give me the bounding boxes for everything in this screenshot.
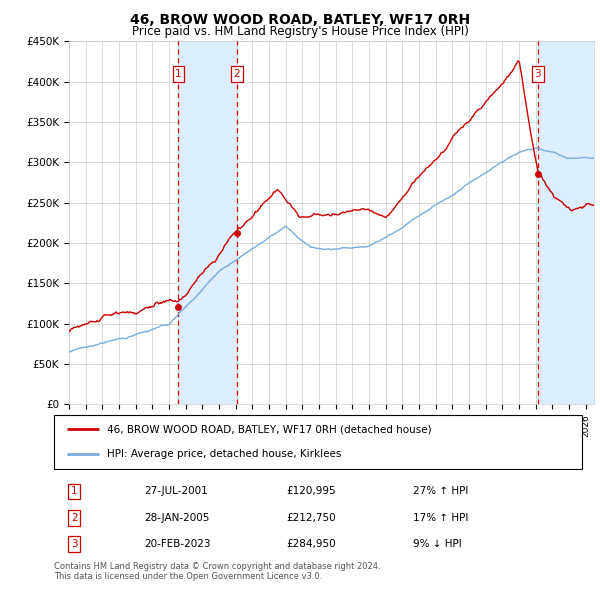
Text: 27% ↑ HPI: 27% ↑ HPI bbox=[413, 486, 469, 496]
Text: 20-FEB-2023: 20-FEB-2023 bbox=[144, 539, 210, 549]
Text: 1: 1 bbox=[71, 486, 77, 496]
Bar bbox=[178, 41, 237, 404]
FancyBboxPatch shape bbox=[54, 415, 582, 469]
Text: 27-JUL-2001: 27-JUL-2001 bbox=[144, 486, 208, 496]
Text: Price paid vs. HM Land Registry's House Price Index (HPI): Price paid vs. HM Land Registry's House … bbox=[131, 25, 469, 38]
Text: £212,750: £212,750 bbox=[286, 513, 336, 523]
Text: 2: 2 bbox=[71, 513, 77, 523]
Text: HPI: Average price, detached house, Kirklees: HPI: Average price, detached house, Kirk… bbox=[107, 450, 341, 460]
Text: £120,995: £120,995 bbox=[286, 486, 336, 496]
Text: 17% ↑ HPI: 17% ↑ HPI bbox=[413, 513, 469, 523]
Text: 46, BROW WOOD ROAD, BATLEY, WF17 0RH (detached house): 46, BROW WOOD ROAD, BATLEY, WF17 0RH (de… bbox=[107, 424, 431, 434]
Text: 28-JAN-2005: 28-JAN-2005 bbox=[144, 513, 209, 523]
Text: 46, BROW WOOD ROAD, BATLEY, WF17 0RH: 46, BROW WOOD ROAD, BATLEY, WF17 0RH bbox=[130, 13, 470, 27]
Text: £284,950: £284,950 bbox=[286, 539, 336, 549]
Text: 2: 2 bbox=[233, 69, 241, 79]
Text: 1: 1 bbox=[175, 69, 182, 79]
Text: 9% ↓ HPI: 9% ↓ HPI bbox=[413, 539, 462, 549]
Text: 3: 3 bbox=[71, 539, 77, 549]
Text: 3: 3 bbox=[535, 69, 541, 79]
Bar bbox=[538, 41, 594, 404]
Text: Contains HM Land Registry data © Crown copyright and database right 2024.
This d: Contains HM Land Registry data © Crown c… bbox=[54, 562, 380, 581]
